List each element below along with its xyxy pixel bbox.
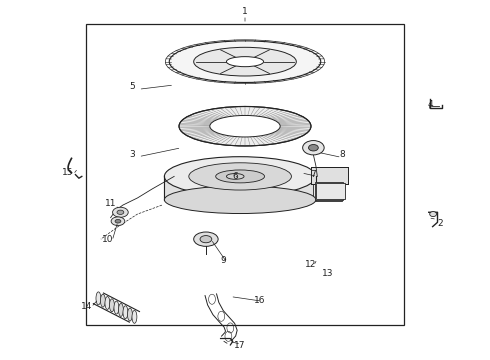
Ellipse shape <box>194 47 296 76</box>
Ellipse shape <box>216 170 265 183</box>
Text: 15: 15 <box>62 168 74 177</box>
Ellipse shape <box>114 301 119 314</box>
Text: 10: 10 <box>102 235 114 244</box>
Ellipse shape <box>127 308 132 321</box>
Ellipse shape <box>189 163 292 190</box>
Ellipse shape <box>115 220 121 223</box>
Ellipse shape <box>430 212 437 217</box>
Text: 16: 16 <box>254 296 266 305</box>
Bar <box>314 181 342 201</box>
Bar <box>311 167 347 184</box>
Ellipse shape <box>303 140 324 155</box>
Ellipse shape <box>132 310 137 323</box>
Bar <box>86 24 404 325</box>
Ellipse shape <box>169 41 321 82</box>
Bar <box>315 182 343 200</box>
Ellipse shape <box>164 186 316 213</box>
Ellipse shape <box>105 297 110 310</box>
Text: 11: 11 <box>105 199 117 208</box>
Ellipse shape <box>96 292 101 305</box>
Text: 8: 8 <box>340 150 345 159</box>
Text: 3: 3 <box>130 150 136 159</box>
Ellipse shape <box>111 217 125 226</box>
Text: 1: 1 <box>242 7 248 16</box>
Ellipse shape <box>117 210 124 215</box>
Text: 17: 17 <box>234 341 246 350</box>
Text: 5: 5 <box>130 82 136 91</box>
Text: 6: 6 <box>232 172 238 181</box>
Ellipse shape <box>119 303 123 316</box>
Ellipse shape <box>309 144 318 151</box>
Ellipse shape <box>123 306 128 319</box>
Text: 4: 4 <box>428 100 434 109</box>
Ellipse shape <box>210 116 280 137</box>
Text: 13: 13 <box>322 269 334 278</box>
Ellipse shape <box>194 232 218 246</box>
Ellipse shape <box>179 107 311 146</box>
Ellipse shape <box>100 294 105 307</box>
Text: 7: 7 <box>311 170 316 179</box>
Text: 2: 2 <box>438 219 443 228</box>
Polygon shape <box>164 176 316 200</box>
Bar <box>317 183 344 199</box>
Ellipse shape <box>164 157 316 196</box>
Ellipse shape <box>226 174 244 179</box>
Text: 14: 14 <box>80 302 92 311</box>
Ellipse shape <box>226 57 264 67</box>
Ellipse shape <box>109 299 114 312</box>
Ellipse shape <box>113 207 128 217</box>
Ellipse shape <box>200 235 212 243</box>
Text: 12: 12 <box>305 260 317 269</box>
Text: 9: 9 <box>220 256 226 265</box>
